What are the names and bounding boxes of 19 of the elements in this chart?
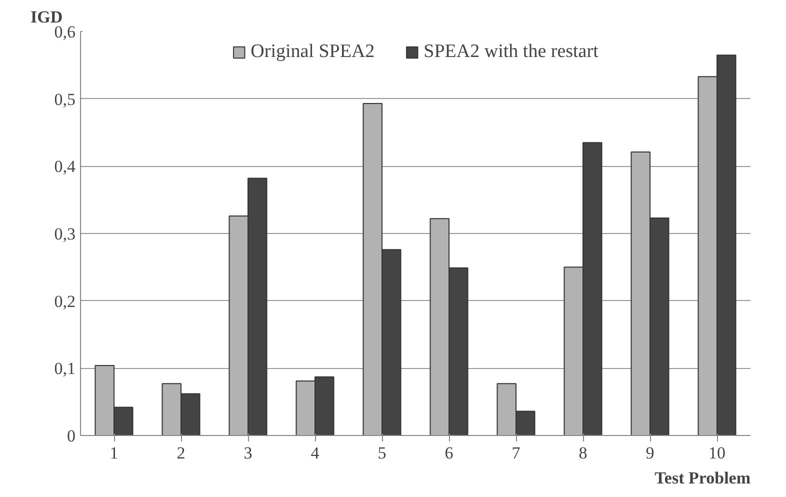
y-tick-label: 0,5 bbox=[54, 90, 76, 109]
x-tick-label: 5 bbox=[378, 444, 386, 462]
y-tick-label: 0,2 bbox=[54, 292, 76, 311]
legend-label: Original SPEA2 bbox=[250, 41, 375, 63]
y-tick-label: 0,3 bbox=[54, 224, 76, 244]
x-tick-label: 3 bbox=[244, 444, 252, 462]
y-tick-label: 0,1 bbox=[54, 359, 76, 378]
x-tick-label: 10 bbox=[708, 444, 726, 462]
y-tick-label: 0,4 bbox=[54, 157, 76, 176]
x-tick-label: 8 bbox=[578, 444, 588, 462]
x-tick-label: 7 bbox=[512, 444, 521, 462]
y-tick-label: 0 bbox=[67, 426, 76, 446]
x-tick-label: 9 bbox=[646, 444, 654, 462]
legend-label: SPEA2 with the restart bbox=[424, 41, 598, 63]
x-tick-label: 4 bbox=[310, 444, 320, 462]
x-tick-label: 2 bbox=[176, 444, 186, 462]
x-axis-title: Test Problem bbox=[654, 468, 750, 488]
x-tick-label: 1 bbox=[110, 444, 118, 462]
x-tick-label: 6 bbox=[444, 444, 454, 462]
